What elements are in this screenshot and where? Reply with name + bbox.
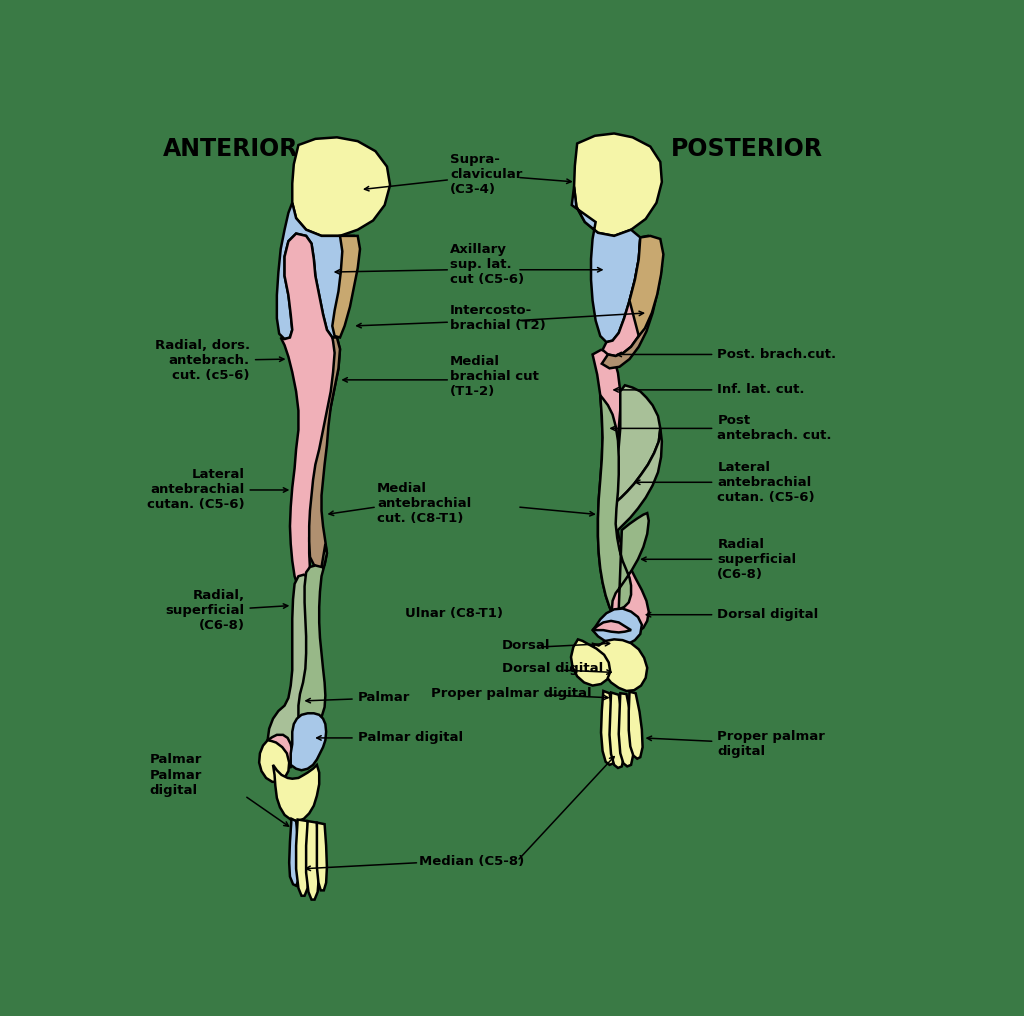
Text: Palmar
digital: Palmar digital bbox=[150, 768, 202, 797]
Text: Dorsal: Dorsal bbox=[502, 639, 550, 652]
Text: Lateral
antebrachial
cutan. (C5-6): Lateral antebrachial cutan. (C5-6) bbox=[146, 468, 288, 511]
Text: Palmar digital: Palmar digital bbox=[316, 732, 463, 745]
Text: Palmar: Palmar bbox=[306, 691, 410, 704]
Polygon shape bbox=[267, 735, 292, 769]
Text: Lateral
antebrachial
cutan. (C5-6): Lateral antebrachial cutan. (C5-6) bbox=[636, 461, 815, 504]
Text: Ulnar (C8-T1): Ulnar (C8-T1) bbox=[404, 607, 503, 620]
Polygon shape bbox=[289, 819, 299, 886]
Text: Inf. lat. cut.: Inf. lat. cut. bbox=[614, 383, 805, 396]
Text: Axillary
sup. lat.
cut (C5-6): Axillary sup. lat. cut (C5-6) bbox=[451, 243, 524, 285]
Polygon shape bbox=[602, 236, 662, 369]
Text: Radial, dors.
antebrach.
cut. (c5-6): Radial, dors. antebrach. cut. (c5-6) bbox=[155, 339, 284, 382]
Text: Dorsal digital: Dorsal digital bbox=[646, 609, 818, 621]
Polygon shape bbox=[574, 133, 662, 236]
Polygon shape bbox=[571, 639, 610, 686]
Text: POSTERIOR: POSTERIOR bbox=[671, 137, 822, 161]
Polygon shape bbox=[630, 236, 664, 336]
Text: Palmar: Palmar bbox=[150, 753, 202, 766]
Text: Medial
brachial cut
(T1-2): Medial brachial cut (T1-2) bbox=[451, 355, 539, 397]
Text: Median (C5-8): Median (C5-8) bbox=[419, 854, 524, 868]
Text: Supra-
clavicular
(C3-4): Supra- clavicular (C3-4) bbox=[451, 152, 522, 196]
Polygon shape bbox=[613, 385, 660, 508]
Polygon shape bbox=[613, 429, 662, 537]
Text: Proper palmar digital: Proper palmar digital bbox=[431, 687, 592, 700]
Text: Post. brach.cut.: Post. brach.cut. bbox=[617, 347, 837, 361]
Polygon shape bbox=[273, 765, 319, 821]
Polygon shape bbox=[598, 395, 649, 633]
Polygon shape bbox=[593, 609, 642, 645]
Polygon shape bbox=[333, 236, 360, 337]
Polygon shape bbox=[316, 823, 327, 890]
Polygon shape bbox=[593, 350, 649, 632]
Polygon shape bbox=[306, 821, 319, 899]
Polygon shape bbox=[629, 692, 643, 759]
Polygon shape bbox=[593, 621, 631, 632]
Text: Intercosto-
brachial (T2): Intercosto- brachial (T2) bbox=[451, 304, 546, 332]
Text: ANTERIOR: ANTERIOR bbox=[163, 137, 298, 161]
Polygon shape bbox=[601, 691, 615, 765]
Polygon shape bbox=[291, 713, 326, 770]
Polygon shape bbox=[259, 741, 289, 781]
Text: Radial,
superficial
(C6-8): Radial, superficial (C6-8) bbox=[166, 589, 288, 632]
Polygon shape bbox=[276, 203, 357, 339]
Text: Proper palmar
digital: Proper palmar digital bbox=[647, 731, 825, 758]
Polygon shape bbox=[309, 337, 340, 569]
Polygon shape bbox=[571, 187, 640, 342]
Polygon shape bbox=[267, 575, 317, 769]
Polygon shape bbox=[296, 820, 309, 896]
Polygon shape bbox=[618, 693, 634, 766]
Polygon shape bbox=[292, 137, 390, 236]
Polygon shape bbox=[298, 544, 327, 728]
Polygon shape bbox=[593, 639, 647, 691]
Polygon shape bbox=[609, 693, 625, 768]
Polygon shape bbox=[281, 234, 340, 597]
Polygon shape bbox=[602, 236, 658, 356]
Text: Post
antebrach. cut.: Post antebrach. cut. bbox=[611, 415, 831, 442]
Text: Dorsal digital: Dorsal digital bbox=[502, 662, 603, 675]
Text: Medial
antebrachial
cut. (C8-T1): Medial antebrachial cut. (C8-T1) bbox=[377, 482, 471, 524]
Text: Radial
superficial
(C6-8): Radial superficial (C6-8) bbox=[642, 537, 797, 581]
